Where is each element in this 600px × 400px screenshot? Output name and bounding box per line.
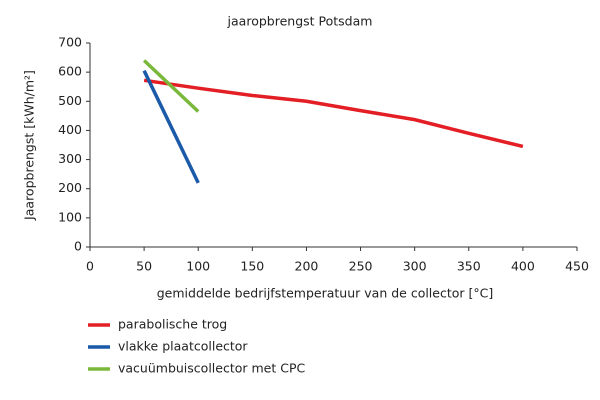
y-tick-label: 200 (58, 180, 82, 195)
x-tick-label: 300 (403, 259, 427, 274)
y-tick-label: 300 (58, 151, 82, 166)
x-tick-label: 450 (565, 259, 589, 274)
x-tick-label: 150 (240, 259, 264, 274)
x-tick-label: 250 (349, 259, 373, 274)
y-tick-label: 100 (58, 209, 82, 224)
x-tick-label: 0 (86, 259, 94, 274)
data-line (143, 78, 524, 149)
legend-label: vacuümbuiscollector met CPC (118, 361, 305, 376)
x-tick-label: 50 (136, 259, 152, 274)
legend-label: parabolische trog (118, 317, 227, 332)
data-line (142, 59, 200, 113)
y-tick-label: 600 (58, 64, 82, 79)
x-tick-label: 350 (457, 259, 481, 274)
x-axis-label: gemiddelde bedrijfstemperatuur van de co… (157, 286, 494, 301)
x-tick-label: 400 (511, 259, 535, 274)
chart-title: jaaropbrengst Potsdam (227, 14, 373, 29)
y-axis-label: Jaaropbrengst [kWh/m²] (22, 70, 37, 221)
x-tick-label: 100 (186, 259, 210, 274)
data-line (142, 69, 200, 184)
x-tick-label: 200 (295, 259, 319, 274)
y-tick-label: 0 (74, 239, 82, 254)
y-tick-label: 700 (58, 35, 82, 50)
y-tick-label: 500 (58, 93, 82, 108)
y-tick-label: 400 (58, 122, 82, 137)
legend-label: vlakke plaatcollector (118, 339, 248, 354)
